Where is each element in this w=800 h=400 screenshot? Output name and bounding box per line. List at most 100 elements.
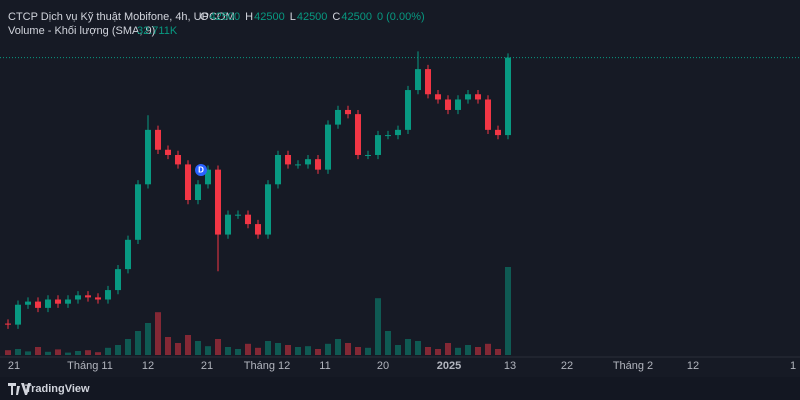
volume-bar [65, 352, 71, 355]
volume-bar [275, 343, 281, 355]
volume-bar [225, 347, 231, 355]
dividend-marker[interactable] [195, 164, 207, 176]
volume-bar [245, 343, 251, 355]
volume-bar [215, 339, 221, 355]
volume-bar [45, 351, 51, 355]
volume-bar [455, 347, 461, 355]
volume-bar [305, 346, 311, 355]
x-tick-label: 2025 [437, 360, 461, 372]
dividend-marker-label: D [198, 166, 204, 175]
candle-body [25, 301, 31, 305]
x-tick-label: 11 [319, 360, 330, 372]
candle-body [375, 135, 381, 155]
candle-body [445, 99, 451, 110]
ohlc-value: 42500 [297, 11, 328, 23]
candle-body [225, 214, 231, 235]
candle-body [55, 299, 61, 304]
candle-body [75, 295, 81, 300]
candle-body [255, 224, 261, 235]
candle-body [235, 214, 241, 216]
x-tick-label: 12 [142, 360, 154, 372]
volume-bar [285, 345, 291, 355]
logo-icon [8, 383, 31, 395]
candle-body [395, 129, 401, 136]
volume-bar [405, 339, 411, 355]
candle-body [345, 109, 351, 115]
volume-bar [365, 347, 371, 355]
candle-body [355, 114, 361, 155]
volume-bar [195, 341, 201, 355]
candle-body [305, 159, 311, 165]
candle-body [65, 299, 71, 304]
volume-bar [185, 335, 191, 355]
candle-body [195, 184, 201, 201]
candle-body [295, 164, 301, 166]
candle-body [15, 304, 21, 325]
volume-title: Volume - Khối lượng (SMA, 9) [8, 25, 155, 37]
candle-body [425, 69, 431, 95]
x-tick-label: 1 [790, 360, 796, 372]
volume-bar [175, 343, 181, 355]
volume-bar [145, 323, 151, 355]
volume-bar [115, 345, 121, 355]
candle-body [505, 57, 511, 136]
volume-bar [125, 339, 131, 355]
candle-body [155, 129, 161, 150]
volume-bar [5, 350, 11, 355]
candle-body [35, 301, 41, 308]
candle-body [265, 184, 271, 235]
volume-bar [95, 352, 101, 355]
ohlc-value: 42500 [341, 11, 372, 23]
volume-bar [235, 349, 241, 355]
volume-bar [135, 331, 141, 355]
x-tick-label: Tháng 11 [67, 360, 113, 372]
ohlc-key: L [290, 11, 296, 23]
volume-bar [495, 349, 501, 355]
plot-area [0, 51, 800, 355]
x-tick-label: 22 [561, 360, 573, 372]
volume-bar [295, 347, 301, 355]
volume-bar [475, 347, 481, 355]
candle-body [325, 124, 331, 170]
logo: TradingView [8, 383, 90, 395]
candle-body [285, 154, 291, 165]
volume-bar [205, 346, 211, 355]
candle-body [85, 295, 91, 298]
volume-bar [25, 351, 31, 355]
volume-bar [15, 349, 21, 355]
chart-title: CTCP Dịch vụ Kỹ thuật Mobifone, 4h, UPCO… [8, 11, 235, 23]
candle-body [335, 109, 341, 125]
candle-body [465, 94, 471, 100]
candle-body [135, 184, 141, 240]
volume-bar [465, 345, 471, 355]
logo-text: TradingView [25, 383, 90, 395]
volume-bar [255, 347, 261, 355]
ohlc-value: 42500 [210, 11, 241, 23]
volume-bar [355, 347, 361, 355]
candle-body [105, 290, 111, 300]
volume-bar [105, 347, 111, 355]
volume-bar [395, 345, 401, 355]
volume-bar [265, 341, 271, 355]
footer [0, 377, 800, 400]
volume-bar [345, 343, 351, 355]
candle-body [165, 149, 171, 155]
candle-body [415, 69, 421, 91]
candle-body [435, 94, 441, 100]
candle-body [115, 269, 121, 291]
volume-bar [85, 350, 91, 355]
ohlc-key: O [200, 11, 209, 23]
volume-bar [55, 349, 61, 355]
candle-body [315, 159, 321, 170]
candle-body [485, 99, 491, 130]
legend: CTCP Dịch vụ Kỹ thuật Mobifone, 4h, UPCO… [8, 11, 425, 37]
candle-body [175, 154, 181, 165]
x-tick-label: 20 [377, 360, 389, 372]
candle-body [145, 129, 151, 185]
x-tick-label: 12 [687, 360, 699, 372]
volume-bar [335, 339, 341, 355]
candle-body [125, 239, 131, 270]
candle-body [495, 129, 501, 136]
volume-bar [315, 349, 321, 355]
